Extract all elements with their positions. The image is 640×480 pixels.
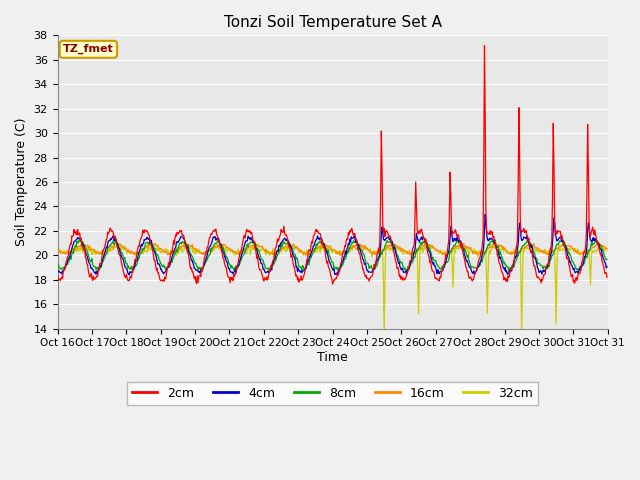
4cm — [268, 267, 276, 273]
32cm — [389, 244, 397, 250]
X-axis label: Time: Time — [317, 351, 348, 364]
Y-axis label: Soil Temperature (C): Soil Temperature (C) — [15, 118, 28, 246]
Line: 32cm: 32cm — [58, 244, 607, 338]
8cm — [197, 269, 205, 275]
8cm — [220, 247, 228, 253]
16cm — [219, 241, 227, 247]
Line: 16cm: 16cm — [58, 243, 607, 255]
Line: 8cm: 8cm — [58, 240, 607, 272]
Line: 4cm: 4cm — [58, 215, 607, 275]
4cm — [420, 235, 428, 241]
16cm — [423, 240, 431, 246]
8cm — [603, 256, 611, 262]
Title: Tonzi Soil Temperature Set A: Tonzi Soil Temperature Set A — [223, 15, 442, 30]
Text: TZ_fmet: TZ_fmet — [63, 44, 114, 54]
2cm — [329, 281, 337, 287]
32cm — [267, 251, 275, 256]
2cm — [118, 263, 126, 268]
4cm — [603, 264, 611, 269]
8cm — [524, 237, 531, 242]
4cm — [390, 246, 397, 252]
32cm — [219, 243, 227, 249]
32cm — [603, 247, 611, 253]
32cm — [518, 336, 525, 341]
16cm — [267, 251, 275, 256]
2cm — [390, 248, 397, 254]
16cm — [603, 246, 611, 252]
16cm — [420, 241, 428, 247]
4cm — [54, 267, 61, 273]
8cm — [54, 261, 61, 266]
4cm — [220, 250, 228, 255]
32cm — [246, 252, 254, 258]
32cm — [420, 245, 428, 251]
2cm — [219, 255, 227, 261]
4cm — [247, 235, 255, 240]
2cm — [603, 275, 611, 280]
32cm — [488, 241, 496, 247]
16cm — [373, 252, 381, 258]
16cm — [246, 243, 254, 249]
2cm — [54, 273, 61, 278]
8cm — [247, 239, 255, 245]
8cm — [390, 241, 397, 247]
4cm — [118, 255, 126, 261]
32cm — [118, 244, 126, 250]
16cm — [54, 247, 61, 253]
4cm — [125, 272, 133, 278]
2cm — [420, 237, 428, 242]
Legend: 2cm, 4cm, 8cm, 16cm, 32cm: 2cm, 4cm, 8cm, 16cm, 32cm — [127, 382, 538, 405]
2cm — [267, 263, 275, 268]
8cm — [420, 239, 428, 245]
4cm — [481, 212, 489, 217]
Line: 2cm: 2cm — [58, 46, 607, 284]
16cm — [118, 243, 126, 249]
8cm — [268, 262, 276, 268]
32cm — [54, 249, 61, 254]
2cm — [481, 43, 488, 48]
2cm — [246, 228, 254, 234]
16cm — [390, 241, 397, 247]
8cm — [118, 250, 126, 255]
